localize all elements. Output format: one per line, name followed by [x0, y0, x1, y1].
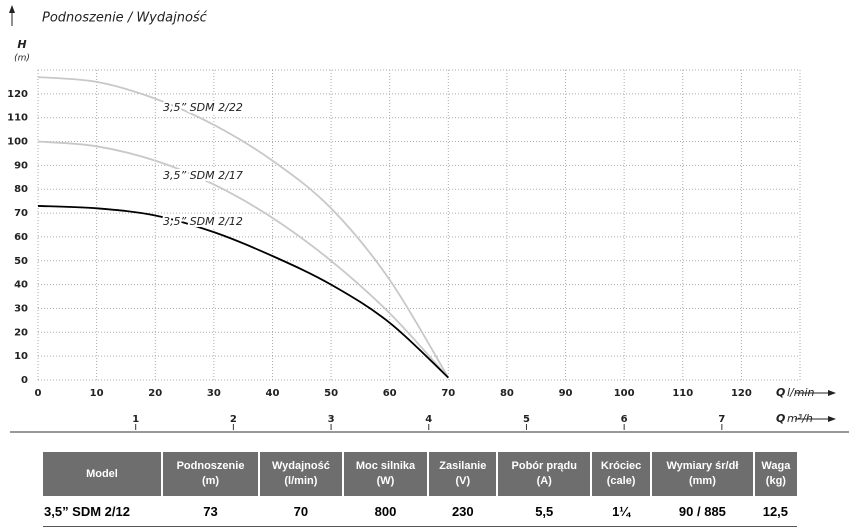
column-header: Króciec (cale) [590, 452, 652, 496]
column-unit: (V) [455, 475, 471, 487]
x2-tick-label: 7 [718, 414, 725, 425]
y-tick-label: 90 [14, 160, 28, 171]
y-tick-label: 110 [7, 113, 28, 124]
table-cell: 12,5 [753, 496, 797, 527]
column-unit: (mm) [688, 475, 716, 487]
x2-tick-label: 4 [425, 414, 432, 425]
column-name: Zasilanie [439, 460, 487, 472]
table-cell: 90 / 885 [651, 496, 754, 527]
column-unit: (l/min) [284, 475, 318, 487]
x-tick-label: 70 [441, 388, 455, 399]
column-unit: (kg) [765, 475, 786, 487]
x-tick-label: 120 [731, 388, 752, 399]
x-tick-label: 30 [207, 388, 221, 399]
x2-tick-label: 5 [523, 414, 530, 425]
x-tick-label: 50 [324, 388, 338, 399]
y-tick-label: 70 [14, 208, 28, 219]
column-header: Wymiary śr/dł (mm) [650, 452, 754, 496]
x-tick-label: 20 [148, 388, 162, 399]
column-header: Waga (kg) [752, 452, 797, 496]
column-unit: (cale) [606, 475, 636, 487]
y-tick-label: 30 [14, 303, 28, 314]
y-label: H [17, 38, 26, 51]
x-tick-label: 60 [383, 388, 397, 399]
x2-label: Q [776, 412, 785, 425]
column-unit: (A) [536, 475, 552, 487]
column-name: Model [86, 467, 118, 480]
curve-label: 3,5” SDM 2/17 [163, 169, 243, 182]
chart-title: Podnoszenie / Wydajność [42, 11, 208, 26]
y-tick-label: 60 [14, 232, 28, 243]
x-tick-label: 10 [90, 388, 104, 399]
column-name: Pobór prądu [511, 460, 577, 472]
y-tick-label: 80 [14, 184, 28, 195]
y-tick-label: 40 [14, 280, 28, 291]
column-unit: (W) [376, 475, 395, 487]
table-cell: 73 [161, 496, 260, 527]
y-unit: (m) [14, 54, 30, 64]
column-unit: (m) [201, 475, 220, 487]
x-tick-label: 100 [614, 388, 635, 399]
x2-tick-label: 3 [328, 414, 335, 425]
header-row: Model Podnoszenie (m) Wydajność (l/min) Moc s… [43, 452, 797, 496]
y-tick-label: 0 [21, 375, 28, 386]
x2-tick-label: 1 [132, 414, 139, 425]
table-cell: 1¼ [591, 496, 652, 527]
spec-table: Model Podnoszenie (m) Wydajność (l/min) Moc s… [43, 452, 797, 527]
curve-label: 3,5” SDM 2/12 [163, 215, 243, 228]
x-tick-label: 0 [35, 388, 42, 399]
column-name: Króciec [600, 460, 642, 472]
column-header: Moc silnika (W) [341, 452, 429, 496]
table-row: 3,5” SDM 2/12 73 70 800 230 5,5 1¼ 90 / 885 12,5 [43, 496, 797, 527]
y-tick-label: 10 [14, 351, 28, 362]
table-body: 3,5” SDM 2/12 73 70 800 230 5,5 1¼ 90 / 885 12,5 [43, 496, 797, 527]
x-label: Q [776, 386, 785, 399]
x2-tick-label: 2 [230, 414, 237, 425]
x-tick-label: 80 [500, 388, 514, 399]
y-tick-label: 100 [7, 137, 28, 148]
curve [37, 76, 450, 379]
column-header: Podnoszenie (m) [160, 452, 260, 496]
x2-tick-label: 6 [621, 414, 628, 425]
column-header: Wydajność (l/min) [258, 452, 343, 496]
y-tick-label: 120 [7, 89, 28, 100]
column-name: Waga [761, 460, 791, 472]
curve-label: 3,5” SDM 2/22 [163, 101, 243, 114]
x-tick-label: 110 [672, 388, 693, 399]
column-name: Moc silnika [355, 460, 416, 472]
column-name: Wydajność [271, 460, 330, 472]
column-name: Podnoszenie [176, 460, 245, 472]
y-tick-label: 50 [14, 256, 28, 267]
x-tick-label: 40 [266, 388, 280, 399]
column-header: Zasilanie (V) [427, 452, 498, 496]
chart: Podnoszenie / Wydajność H (m) Q l/min Q … [7, 5, 849, 433]
column-name: Wymiary śr/dł [666, 460, 739, 472]
x-tick-label: 90 [559, 388, 573, 399]
table-cell: 70 [259, 496, 343, 527]
table-cell: 230 [428, 496, 498, 527]
table-cell: 3,5” SDM 2/12 [43, 496, 162, 527]
curve [37, 140, 449, 379]
table-cell: 5,5 [497, 496, 592, 527]
column-header: Model [43, 452, 162, 496]
y-tick-label: 20 [14, 327, 28, 338]
table-cell: 800 [342, 496, 429, 527]
curve [37, 205, 449, 379]
column-header: Pobór prądu (A) [496, 452, 592, 496]
